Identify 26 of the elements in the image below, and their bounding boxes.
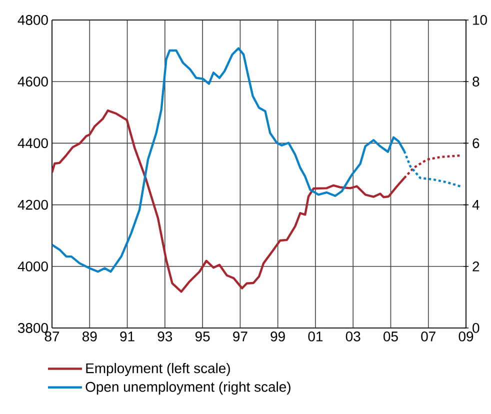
legend-label: Open unemployment (right scale) bbox=[86, 382, 290, 395]
x-tick-label: 09 bbox=[458, 332, 474, 342]
y2-tick-label: 2 bbox=[472, 262, 480, 272]
y-tick-label: 4800 bbox=[18, 15, 48, 25]
y-tick-label: 3800 bbox=[18, 323, 48, 333]
y-tick-label: 4200 bbox=[18, 200, 48, 210]
y2-tick-label: 0 bbox=[472, 323, 480, 333]
legend-label: Employment (left scale) bbox=[86, 362, 230, 376]
x-tick-label: 07 bbox=[421, 332, 436, 342]
x-tick-label: 99 bbox=[270, 332, 285, 342]
x-tick-label: 97 bbox=[233, 332, 248, 342]
y2-tick-label: 4 bbox=[472, 200, 480, 210]
y-tick-label: 4600 bbox=[18, 76, 48, 87]
y2-tick-label: 10 bbox=[473, 15, 487, 25]
y-tick-label: 4000 bbox=[18, 261, 48, 272]
x-tick-label: 93 bbox=[158, 332, 172, 342]
y2-tick-label: 8 bbox=[472, 76, 480, 87]
x-tick-label: 89 bbox=[82, 332, 97, 342]
y2-tick-label: 6 bbox=[472, 138, 480, 148]
x-tick-label: 05 bbox=[384, 332, 398, 342]
x-tick-label: 87 bbox=[44, 332, 60, 342]
x-tick-label: 91 bbox=[120, 332, 134, 342]
x-tick-label: 01 bbox=[308, 332, 323, 342]
x-tick-label: 95 bbox=[195, 332, 210, 342]
y-tick-label: 4400 bbox=[18, 138, 48, 148]
x-tick-label: 03 bbox=[346, 332, 360, 342]
